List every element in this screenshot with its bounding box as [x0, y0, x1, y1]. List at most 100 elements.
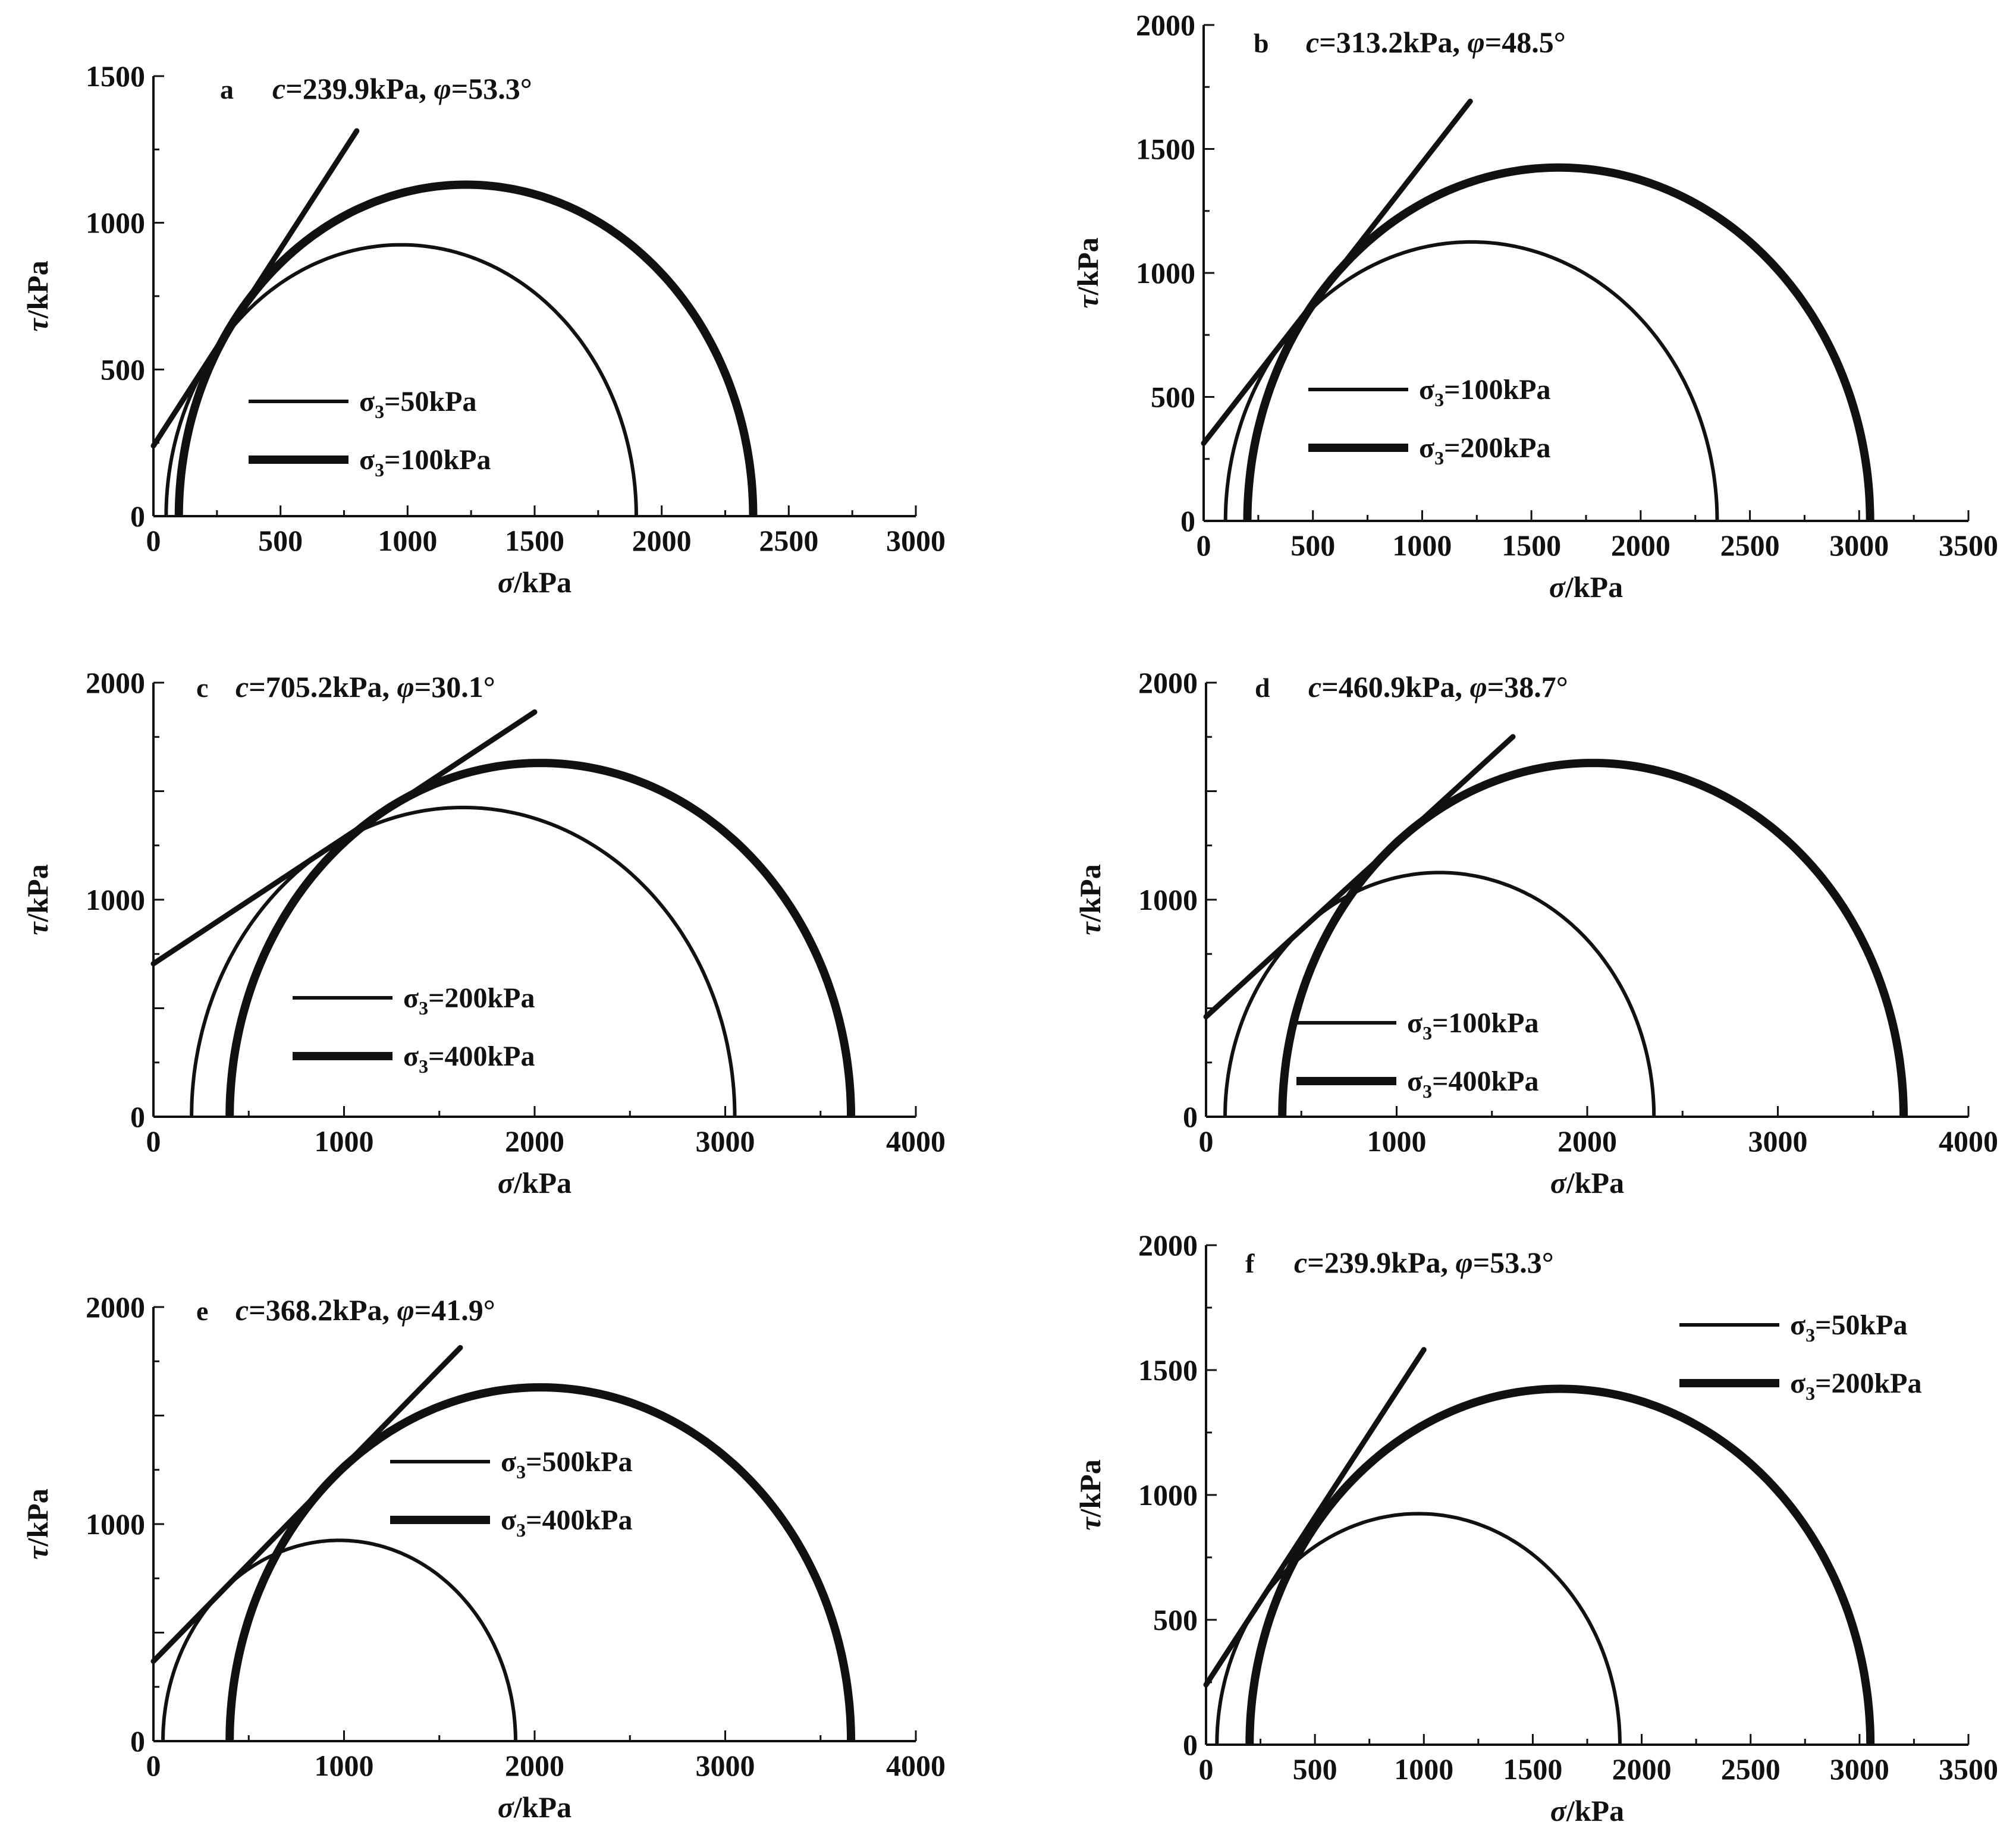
mohr-circle-100 — [1223, 240, 1719, 521]
legend-label: σ3=50kPa — [1790, 1309, 1907, 1346]
panel-letter: d — [1255, 673, 1270, 703]
y-tick-label: 2000 — [1138, 666, 1198, 699]
x-tick-label: 0 — [146, 1749, 161, 1782]
y-tick-label: 0 — [1183, 1728, 1198, 1761]
mohr-circle-400 — [1278, 759, 1908, 1117]
x-tick-label: 3000 — [696, 1124, 755, 1158]
legend-label: σ3=50kPa — [359, 386, 476, 422]
y-tick-label: 2000 — [1136, 8, 1195, 42]
panel-b: 0 500 1000 1500 2000 2500 3000 3500 0 500 1000 1500… — [1071, 8, 1998, 604]
y-tick-label: 1500 — [1138, 1353, 1198, 1387]
y-tick-label: 500 — [101, 353, 145, 386]
mohr-circle-200 — [190, 805, 737, 1117]
x-tick-label: 0 — [146, 1124, 161, 1158]
x-tick-label: 3000 — [696, 1749, 755, 1782]
x-tick-label: 2500 — [1721, 1752, 1781, 1786]
strength-parameters-annotation: c=313.2kPa, φ=48.5° — [1306, 26, 1566, 59]
x-tick-label: 500 — [1290, 529, 1335, 562]
panel-letter: f — [1245, 1248, 1255, 1278]
x-axis-label: σ/kPa — [1550, 1794, 1624, 1827]
y-tick-label: 0 — [130, 1100, 145, 1133]
x-axis-label: σ/kPa — [1549, 570, 1623, 604]
x-tick-label: 2500 — [1720, 529, 1780, 562]
x-tick-label: 4000 — [886, 1749, 946, 1782]
panel-letter: c — [196, 673, 208, 703]
y-tick-label: 1000 — [86, 206, 145, 240]
strength-envelope-line — [150, 1344, 463, 1664]
mohr-circle-100 — [1223, 871, 1656, 1117]
x-tick-label: 0 — [1199, 1124, 1214, 1158]
x-tick-label: 2000 — [505, 1749, 564, 1782]
x-tick-label: 3000 — [1829, 529, 1889, 562]
x-axis-label: σ/kPa — [498, 1166, 571, 1199]
y-axis-label: τ/kPa — [1071, 237, 1104, 308]
x-tick-label: 0 — [146, 524, 161, 557]
x-axis-label: σ/kPa — [498, 566, 571, 599]
x-tick-label: 2000 — [1612, 1752, 1672, 1786]
strength-envelope-line — [1203, 734, 1516, 1020]
y-tick-label: 0 — [130, 1724, 145, 1758]
y-tick-label: 2000 — [1138, 1229, 1198, 1262]
strength-parameters-annotation: c=239.9kPa, φ=53.3° — [272, 72, 532, 105]
strength-envelope-line — [1203, 1347, 1427, 1688]
y-tick-label: 1000 — [1138, 1478, 1198, 1512]
x-tick-label: 1500 — [505, 524, 564, 557]
strength-envelope-line — [150, 709, 538, 967]
legend-label: σ3=100kPa — [359, 444, 491, 480]
y-tick-label: 500 — [1151, 381, 1195, 414]
strength-parameters-annotation: c=460.9kPa, φ=38.7° — [1308, 670, 1568, 703]
y-tick-label: 1000 — [1138, 883, 1198, 916]
mohr-circle-200 — [1243, 163, 1874, 521]
strength-envelope-line — [1201, 98, 1473, 446]
panel-e: 0 1000 2000 3000 4000 0 1000 2000 σ/kPa τ/kPa e c=3… — [21, 1290, 946, 1824]
x-tick-label: 1000 — [378, 524, 437, 557]
panel-d: 0 1000 2000 3000 4000 0 1000 2000 σ/kPa τ/kPa d c=4… — [1073, 666, 1998, 1199]
x-tick-label: 0 — [1199, 1752, 1214, 1786]
y-tick-label: 0 — [1183, 1100, 1198, 1133]
strength-parameters-annotation: c=705.2kPa, φ=30.1° — [235, 670, 495, 703]
y-axis-label: τ/kPa — [21, 1488, 54, 1559]
legend-label: σ3=400kPa — [403, 1041, 535, 1077]
x-tick-label: 0 — [1197, 529, 1211, 562]
y-tick-label: 0 — [130, 500, 145, 533]
legend-label: σ3=400kPa — [501, 1504, 632, 1541]
x-tick-label: 3000 — [1830, 1752, 1889, 1786]
legend-label: σ3=200kPa — [1419, 432, 1550, 469]
x-tick-label: 1000 — [315, 1749, 374, 1782]
x-tick-label: 1500 — [1502, 529, 1561, 562]
mohr-circle-50 — [161, 1538, 517, 1741]
x-tick-label: 1000 — [1367, 1124, 1427, 1158]
x-tick-label: 2000 — [505, 1124, 564, 1158]
y-tick-label: 1000 — [86, 883, 145, 916]
x-tick-label: 1000 — [1392, 529, 1452, 562]
strength-envelope-line — [150, 128, 360, 449]
y-tick-label: 1500 — [86, 59, 145, 93]
x-tick-label: 3500 — [1939, 529, 1998, 562]
legend-label: σ3=500kPa — [501, 1446, 632, 1482]
y-tick-label: 2000 — [86, 1290, 145, 1324]
strength-parameters-annotation: c=368.2kPa, φ=41.9° — [235, 1293, 495, 1327]
x-tick-label: 500 — [1293, 1752, 1337, 1786]
mohr-circle-50 — [1215, 1512, 1622, 1745]
x-tick-label: 500 — [258, 524, 303, 557]
x-tick-label: 3000 — [1748, 1124, 1808, 1158]
x-tick-label: 3500 — [1939, 1752, 1998, 1786]
x-tick-label: 4000 — [886, 1124, 946, 1158]
y-tick-label: 0 — [1180, 504, 1195, 538]
y-tick-label: 1000 — [86, 1507, 145, 1541]
y-axis-label: τ/kPa — [21, 864, 54, 935]
x-tick-label: 1500 — [1503, 1752, 1562, 1786]
legend-label: σ3=200kPa — [403, 982, 535, 1019]
panel-f: 0 500 1000 1500 2000 2500 3000 3500 0 500 1000 1500… — [1073, 1229, 1998, 1827]
panel-letter: e — [196, 1296, 208, 1326]
strength-parameters-annotation: c=239.9kPa, φ=53.3° — [1294, 1246, 1554, 1279]
x-tick-label: 1000 — [1394, 1752, 1453, 1786]
legend-label: σ3=200kPa — [1790, 1368, 1921, 1404]
x-tick-label: 2500 — [759, 524, 818, 557]
x-axis-label: σ/kPa — [498, 1790, 571, 1824]
legend-label: σ3=100kPa — [1419, 374, 1550, 410]
x-tick-label: 3000 — [886, 524, 946, 557]
x-tick-label: 2000 — [632, 524, 692, 557]
y-tick-label: 2000 — [86, 666, 145, 699]
